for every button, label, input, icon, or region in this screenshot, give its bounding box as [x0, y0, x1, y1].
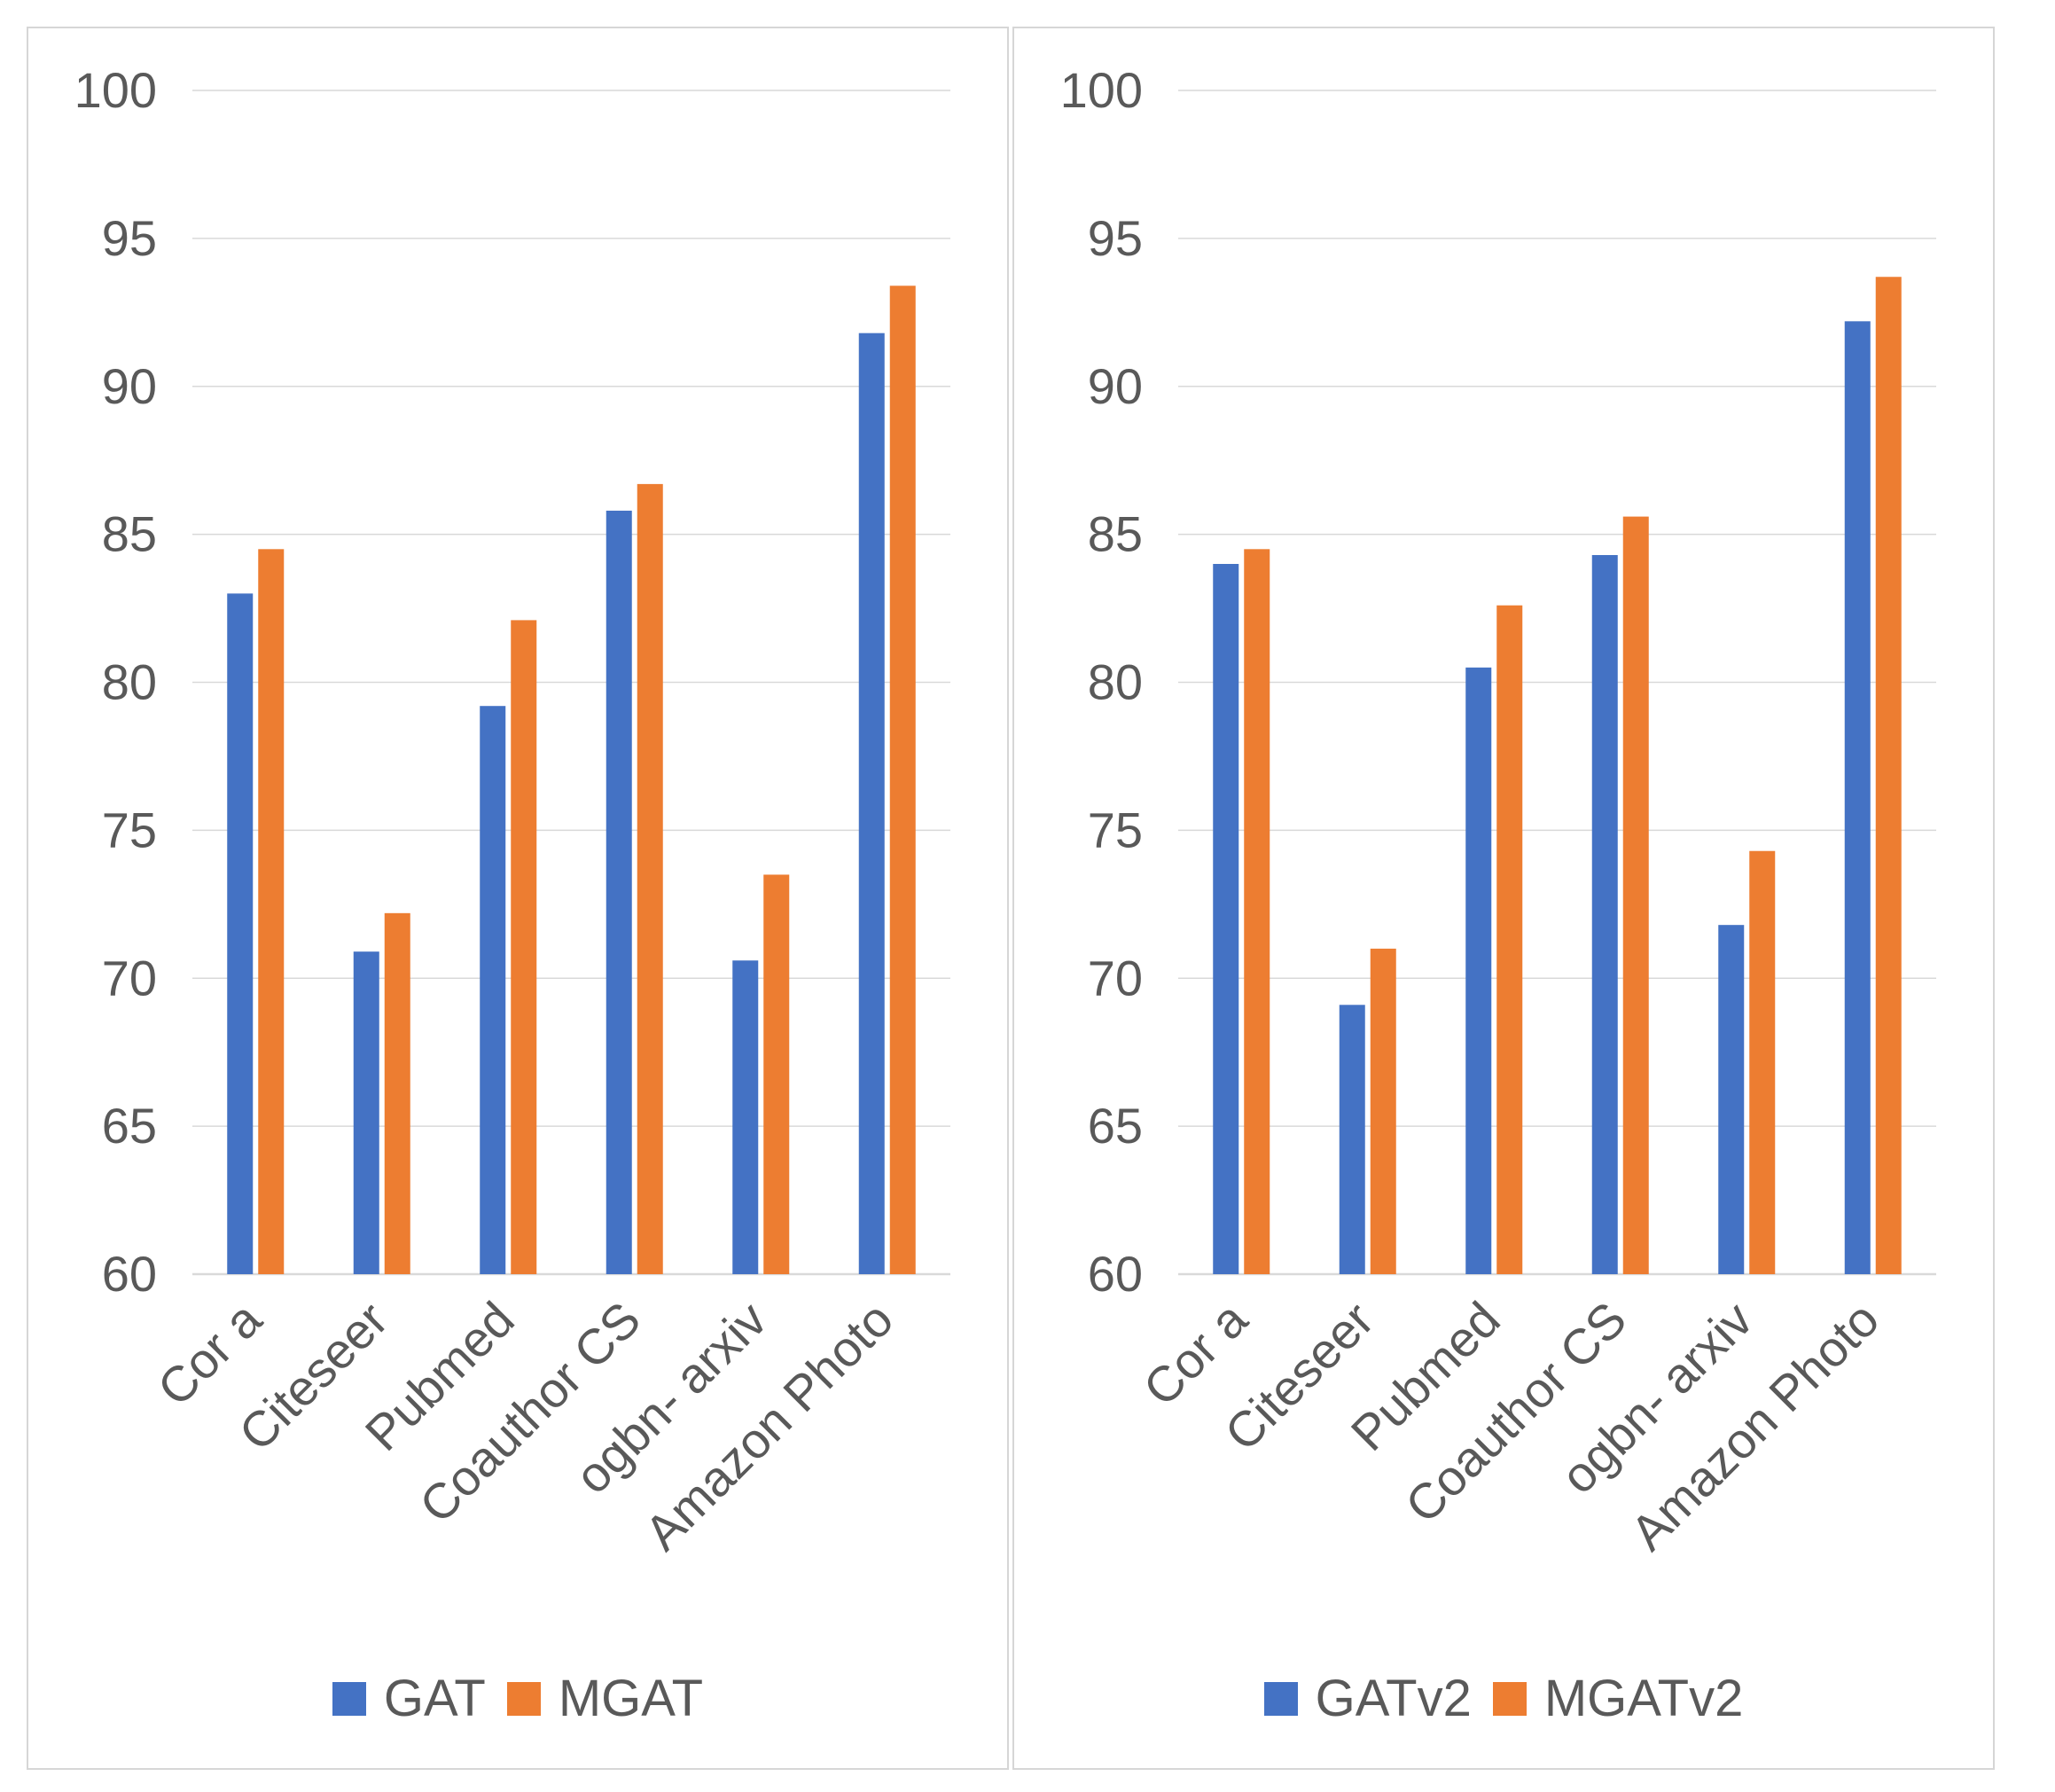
chart-panel-left: 60 65 70 75 80 85 90 95 100 Cor a Citeseer Pubmed Co… [27, 27, 1009, 1770]
bar-mgatv2-1 [1370, 948, 1396, 1274]
bar-mgat-0 [258, 549, 285, 1274]
chart-panel-right: 60 65 70 75 80 85 90 95 100 Cor a Citeseer Pubmed Co… [1012, 27, 1995, 1770]
y-tick-label: 90 [102, 358, 157, 414]
bar-gat-2 [480, 706, 506, 1274]
y-tick-label: 85 [102, 506, 157, 562]
y-tick-label: 80 [102, 654, 157, 710]
legend-swatch-mgatv2 [1492, 1681, 1527, 1716]
x-category-label: Coauthor CS [409, 1291, 651, 1533]
legend-swatch-gat [332, 1681, 366, 1716]
legend-label-gatv2: GATv2 [1315, 1670, 1472, 1727]
y-tick-label: 100 [1060, 62, 1143, 118]
bar-mgat-2 [511, 620, 537, 1274]
bar-gatv2-1 [1339, 1005, 1365, 1274]
bar-gatv2-0 [1213, 564, 1239, 1274]
bar-gatv2-3 [1591, 554, 1618, 1274]
y-tick-label: 75 [102, 802, 157, 857]
legend-item-gatv2: GATv2 [1263, 1669, 1472, 1728]
y-tick-label: 60 [1088, 1246, 1143, 1302]
bar-gat-5 [858, 333, 885, 1274]
y-tick-label: 65 [1088, 1098, 1143, 1154]
bar-gat-4 [732, 960, 759, 1274]
legend-label-gat: GAT [383, 1670, 486, 1727]
x-category-label: Coauthor CS [1395, 1291, 1637, 1533]
legend-item-mgat: MGAT [506, 1669, 704, 1728]
bar-mgat-4 [763, 874, 790, 1274]
y-tick-label: 70 [1088, 950, 1143, 1006]
bar-mgatv2-5 [1875, 277, 1902, 1275]
legend-right: GATv2 MGATv2 [1014, 1669, 1993, 1728]
y-tick-label: 75 [1088, 802, 1143, 857]
legend-swatch-gatv2 [1263, 1681, 1298, 1716]
bar-gat-3 [606, 510, 632, 1274]
y-tick-label: 60 [102, 1246, 157, 1302]
y-tick-label: 70 [102, 950, 157, 1006]
legend-left: GAT MGAT [28, 1669, 1007, 1728]
bar-mgatv2-3 [1622, 516, 1649, 1274]
y-tick-label: 100 [74, 62, 157, 118]
y-tick-label: 95 [1088, 210, 1143, 266]
y-tick-label: 85 [1088, 506, 1143, 562]
bar-mgat-3 [637, 483, 663, 1274]
bar-mgat-1 [384, 912, 410, 1274]
y-tick-label: 65 [102, 1098, 157, 1154]
y-tick-label: 90 [1088, 358, 1143, 414]
y-tick-label: 95 [102, 210, 157, 266]
y-tick-label: 80 [1088, 654, 1143, 710]
legend-item-mgatv2: MGATv2 [1492, 1669, 1744, 1728]
legend-item-gat: GAT [332, 1669, 486, 1728]
bar-gat-1 [353, 951, 379, 1274]
bar-mgat-5 [889, 286, 916, 1274]
bar-gatv2-5 [1844, 321, 1871, 1275]
bar-gat-0 [227, 593, 254, 1274]
bar-mgatv2-4 [1749, 850, 1776, 1274]
bar-mgatv2-0 [1244, 549, 1270, 1274]
bar-gatv2-4 [1718, 925, 1745, 1274]
bar-mgatv2-2 [1496, 605, 1523, 1274]
legend-label-mgatv2: MGATv2 [1543, 1670, 1744, 1727]
legend-swatch-mgat [506, 1681, 541, 1716]
legend-label-mgat: MGAT [558, 1670, 704, 1727]
bar-gatv2-2 [1465, 667, 1492, 1274]
